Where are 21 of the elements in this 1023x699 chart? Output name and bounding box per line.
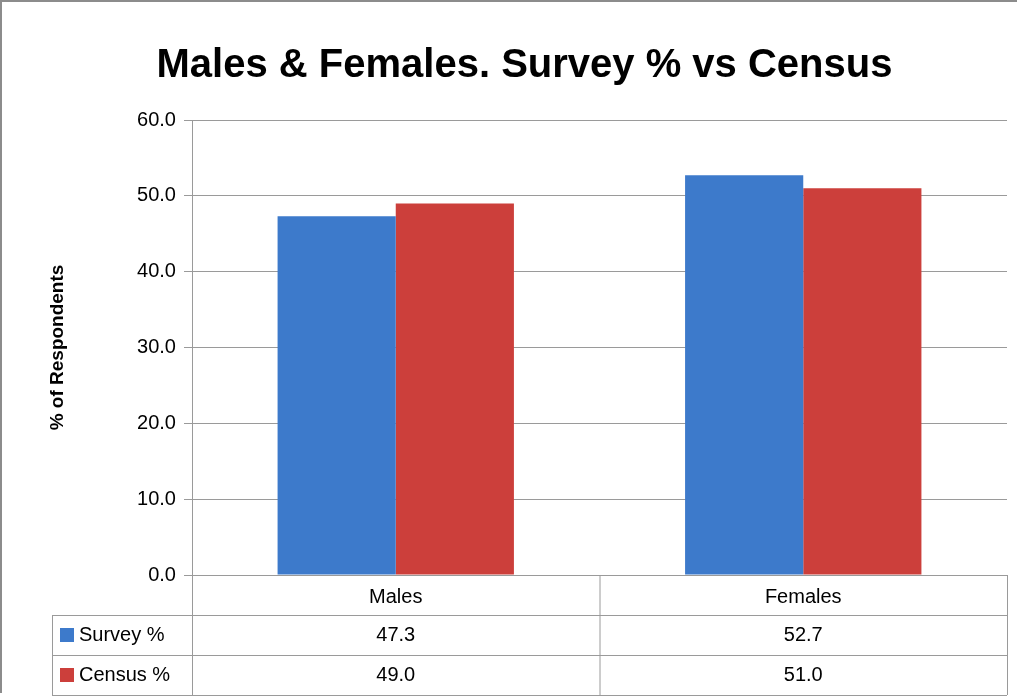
data-label: 51.0: [783, 662, 823, 685]
data-label: 52.7: [783, 622, 823, 645]
legend-label: Census %: [79, 662, 171, 685]
x-tick-label: Females: [764, 584, 842, 607]
data-label: 49.0: [376, 662, 416, 685]
y-tick-label: 30.0: [137, 335, 176, 358]
x-tick-label: Males: [369, 584, 423, 607]
legend-label: Survey %: [79, 622, 165, 645]
chart-title: Males & Females. Survey % vs Census: [156, 41, 893, 86]
y-tick-label: 0.0: [148, 562, 176, 585]
y-tick-label: 40.0: [137, 259, 176, 282]
y-tick-label: 10.0: [137, 486, 176, 509]
data-label: 47.3: [376, 622, 416, 645]
y-tick-label: 20.0: [137, 410, 176, 433]
y-tick-label: 60.0: [137, 107, 176, 130]
bar: [395, 203, 514, 575]
y-tick-label: 50.0: [137, 183, 176, 206]
bar: [803, 188, 922, 575]
bar: [685, 175, 804, 575]
y-axis-title: % of Respondents: [45, 264, 67, 431]
bar: [277, 216, 396, 575]
